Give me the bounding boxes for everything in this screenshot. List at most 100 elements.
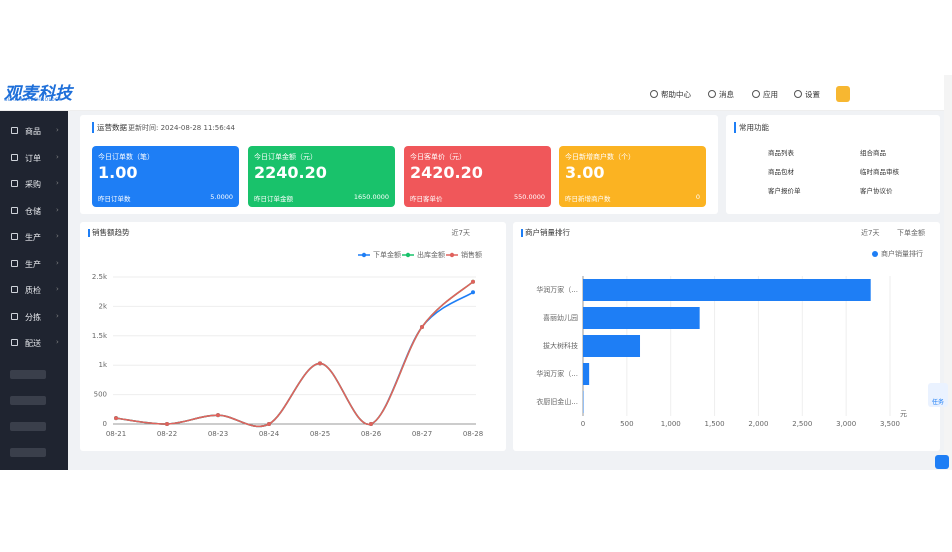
y-tick-label: 1k [98, 361, 107, 369]
menu-arrow[interactable]: › [56, 338, 59, 346]
data-point [420, 324, 424, 329]
menu-arrow[interactable]: › [56, 232, 59, 240]
menu-icon[interactable] [11, 233, 18, 240]
nav-icon[interactable] [794, 90, 802, 98]
float-button[interactable]: 任务 [928, 383, 948, 407]
menu-icon[interactable] [11, 312, 18, 320]
card-sub-label: 昨日订单金额 [254, 195, 293, 203]
logo: 观麦科技 [4, 84, 72, 104]
nav-item[interactable]: 应用 [763, 90, 778, 99]
nav-item[interactable]: 帮助中心 [661, 90, 691, 99]
legend-label: 下单金额 [373, 250, 401, 259]
nav-icon[interactable] [650, 90, 658, 98]
x-tick-label: 08-24 [259, 430, 280, 438]
dropdown[interactable]: 近7天 [861, 228, 879, 237]
y-tick-label: 500 [94, 391, 107, 399]
shortcut-item[interactable]: 组合商品 [860, 149, 886, 157]
menu-icon[interactable] [11, 180, 18, 187]
shortcut-item[interactable]: 临时商品审核 [860, 168, 899, 176]
chat-button[interactable] [935, 455, 949, 469]
bar [583, 363, 590, 385]
card-sub-value: 550.0000 [513, 193, 545, 201]
legend-dot [361, 252, 367, 258]
menu-blur [10, 370, 46, 379]
x-tick-label: 08-21 [106, 430, 126, 438]
shortcut-item[interactable]: 商品列表 [768, 149, 794, 157]
dropdown[interactable]: 近7天 [452, 228, 470, 237]
menu-item[interactable]: 采购 [25, 180, 41, 189]
menu-blur [10, 396, 46, 405]
menu-icon[interactable] [11, 339, 18, 346]
x-tick-label: 500 [620, 420, 633, 428]
panel [80, 222, 506, 451]
panel [726, 115, 940, 214]
card-sub-label: 昨日订单数 [98, 195, 131, 203]
menu-arrow[interactable]: › [56, 179, 59, 187]
update-time: 更新时间: 2024-08-28 11:56:44 [128, 124, 235, 132]
data-point [114, 416, 118, 421]
x-tick-label: 0 [581, 420, 585, 428]
menu-item[interactable]: 生产 [25, 259, 41, 269]
menu-arrow[interactable]: › [56, 258, 59, 267]
card-value: 1.00 [98, 163, 138, 182]
y-tick-label: 华润万家（... [536, 369, 578, 378]
shortcut-item[interactable]: 客户协议价 [860, 187, 893, 195]
data-point [318, 361, 322, 366]
legend-label: 销售额 [461, 250, 482, 259]
menu-arrow[interactable]: › [56, 126, 59, 134]
card-sub-value: 0 [695, 193, 700, 201]
legend-dot [449, 252, 455, 258]
stat-card: 今日订单数（笔） 1.00 昨日订单数 5.0000 [92, 146, 239, 207]
y-tick-label: 喜丽幼儿园 [543, 313, 578, 322]
y-tick-label: 衣厨旧金山... [536, 397, 578, 406]
data-point [216, 413, 220, 418]
stat-card: 今日订单金额（元） 2240.20 昨日订单金额 1650.0000 [248, 146, 395, 207]
series-line [115, 291, 474, 428]
menu-arrow[interactable]: › [56, 205, 59, 214]
avatar[interactable] [836, 86, 850, 102]
chart-title: 销售额趋势 [92, 227, 130, 237]
dropdown[interactable]: 下单金额 [897, 228, 925, 237]
nav-icon[interactable] [708, 90, 716, 98]
shortcut-item[interactable]: 客户报价单 [768, 187, 801, 195]
menu-arrow[interactable]: › [56, 311, 59, 320]
menu-item[interactable]: 质检 [25, 286, 41, 295]
menu-icon[interactable] [11, 127, 18, 134]
legend-label: 出库金额 [417, 250, 445, 259]
nav-icon[interactable] [752, 90, 760, 98]
x-tick-label: 1,500 [705, 420, 725, 428]
title-accent [88, 229, 90, 237]
stat-card: 今日新增商户数（个） 3.00 昨日新增商户数 0 [559, 146, 706, 207]
menu-item[interactable]: 生产 [25, 233, 41, 242]
menu-icon[interactable] [11, 206, 18, 214]
menu-item[interactable]: 商品 [25, 127, 41, 136]
nav-item[interactable]: 消息 [719, 90, 734, 99]
menu-item[interactable]: 仓储 [25, 206, 41, 216]
bar [583, 335, 641, 357]
x-tick-label: 3,000 [836, 420, 856, 428]
x-tick-label: 3,500 [880, 420, 900, 428]
card-value: 3.00 [565, 163, 605, 182]
menu-item[interactable]: 配送 [25, 339, 41, 348]
card-sub-value: 1650.0000 [353, 193, 389, 201]
x-tick-label: 2,500 [792, 420, 812, 428]
menu-item[interactable]: 订单 [25, 153, 41, 163]
menu-arrow[interactable]: › [56, 285, 59, 293]
menu-item[interactable]: 分拣 [25, 312, 41, 322]
y-tick-label: 拔大树科技 [543, 341, 578, 350]
legend-label: 商户销量排行 [881, 249, 923, 258]
data-point [267, 422, 271, 426]
menu-icon[interactable] [11, 153, 18, 161]
card-sub-label: 昨日客单价 [410, 195, 443, 203]
menu-icon[interactable] [11, 259, 18, 267]
nav-item[interactable]: 设置 [805, 90, 820, 99]
title-accent [521, 229, 523, 237]
x-tick-label: 08-28 [463, 430, 483, 438]
menu-arrow[interactable]: › [56, 152, 59, 161]
menu-icon[interactable] [11, 286, 18, 293]
x-tick-label: 1,000 [661, 420, 681, 428]
shortcut-item[interactable]: 商品包材 [768, 168, 794, 176]
series-line [115, 281, 474, 428]
